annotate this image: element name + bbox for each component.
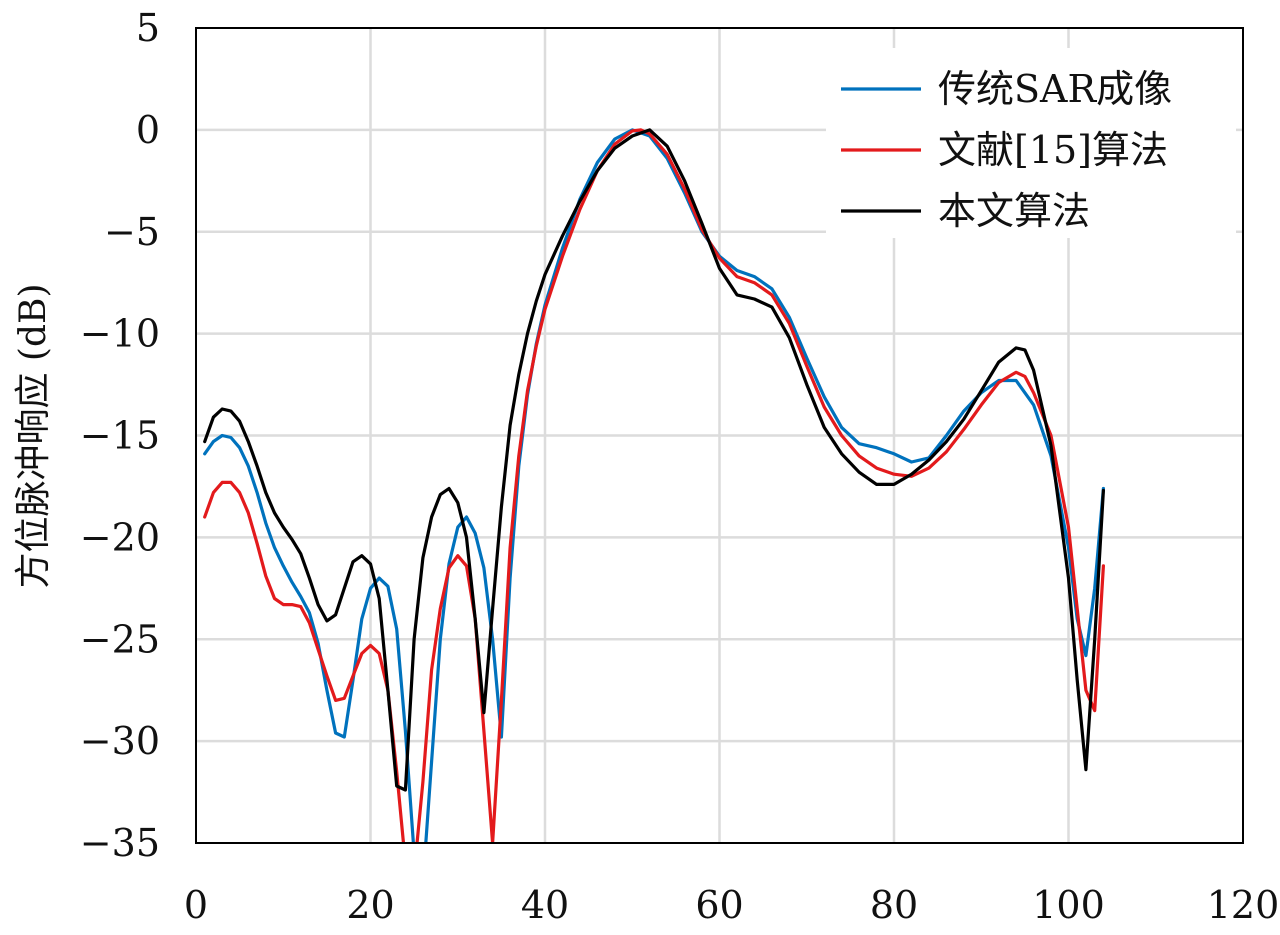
legend-box xyxy=(826,48,1236,238)
y-tick-label: −30 xyxy=(80,719,160,763)
y-tick-label: −35 xyxy=(80,821,160,865)
x-tick-labels: 0 20 40 60 80 100 120 xyxy=(184,883,1279,927)
y-tick-label: −15 xyxy=(80,414,160,458)
series-lines xyxy=(203,128,1105,843)
series-line-1 xyxy=(203,128,1105,843)
y-tick-label: −20 xyxy=(80,515,160,559)
x-tick-label: 40 xyxy=(521,883,569,927)
y-tick-labels: 5 0 −5 −10 −15 −20 −25 −30 −35 xyxy=(80,6,160,865)
y-axis-title: 方位脉冲响应 (dB) xyxy=(13,283,54,588)
y-tick-label: 0 xyxy=(136,108,160,152)
x-tick-label: 80 xyxy=(870,883,918,927)
x-tick-label: 20 xyxy=(346,883,394,927)
x-tick-label: 120 xyxy=(1207,883,1280,927)
legend-label: 传统SAR成像 xyxy=(938,67,1172,111)
x-tick-label: 100 xyxy=(1032,883,1105,927)
legend-label: 文献[15]算法 xyxy=(938,128,1168,172)
plot-frame xyxy=(195,27,1244,844)
series-line-3 xyxy=(203,128,1105,792)
y-tick-label: −10 xyxy=(80,312,160,356)
x-tick-label: 60 xyxy=(695,883,743,927)
y-tick-label: 5 xyxy=(136,6,160,50)
series-line-2 xyxy=(203,128,1105,843)
y-tick-label: −25 xyxy=(80,617,160,661)
legend-label: 本文算法 xyxy=(938,189,1090,233)
x-tick-label: 0 xyxy=(184,883,208,927)
y-tick-label: −5 xyxy=(104,210,160,254)
